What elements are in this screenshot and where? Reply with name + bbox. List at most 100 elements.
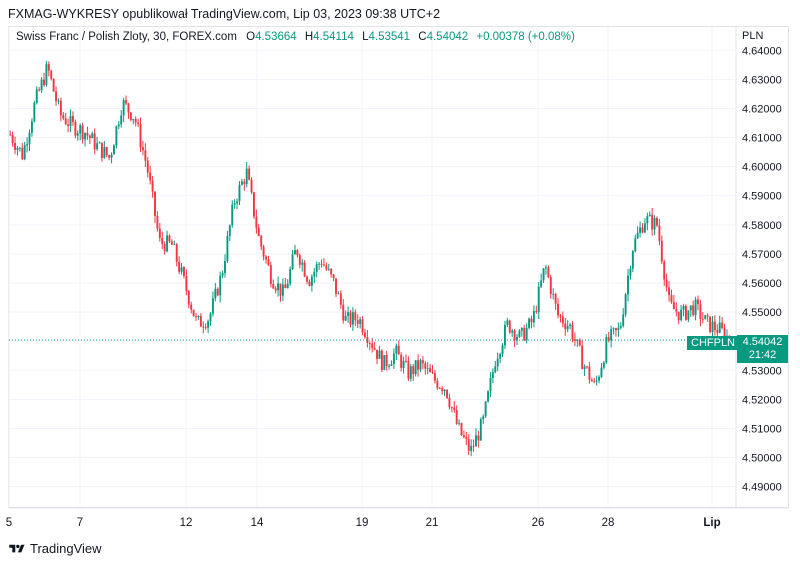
- candle-body: [226, 235, 229, 262]
- candle-body: [619, 325, 622, 328]
- candle-body: [477, 435, 480, 441]
- candle-body: [588, 366, 591, 380]
- candle-body: [255, 216, 258, 228]
- candle-body: [335, 278, 337, 294]
- candle-body: [528, 318, 531, 328]
- legend-open: 4.53664: [255, 31, 297, 43]
- candle-body: [503, 324, 506, 346]
- candle-body: [294, 250, 296, 255]
- legend-high: 4.54114: [313, 31, 354, 43]
- candle-body: [511, 330, 514, 333]
- candle-body: [419, 360, 422, 370]
- candle-body: [274, 288, 277, 291]
- candle-body: [303, 262, 306, 277]
- candle-body: [506, 320, 509, 325]
- candle-body: [643, 223, 646, 233]
- candle-body: [55, 91, 58, 102]
- candle-body: [520, 327, 523, 331]
- candle-body: [105, 147, 108, 156]
- candle-body: [47, 64, 50, 71]
- legend-o-label: O: [246, 31, 256, 43]
- candle-body: [390, 364, 393, 366]
- candle-body: [499, 354, 502, 359]
- candle-body: [665, 279, 668, 288]
- candle-body: [535, 311, 538, 312]
- x-tick-label: 7: [77, 517, 83, 529]
- candle-body: [354, 312, 357, 321]
- candle-body: [450, 407, 453, 408]
- last-price-value: 4.54042: [742, 336, 783, 348]
- candle-body: [168, 235, 171, 242]
- candle-body: [231, 204, 234, 226]
- candle-body: [694, 299, 697, 316]
- candle-body: [366, 337, 369, 344]
- candle-body: [573, 339, 576, 341]
- candle-body: [658, 225, 661, 241]
- candle-body: [163, 243, 166, 252]
- candle-body: [489, 378, 492, 392]
- candle-body: [706, 315, 709, 317]
- candle-body: [660, 240, 663, 262]
- candle-body: [286, 283, 289, 289]
- candle-body: [716, 330, 719, 333]
- tradingview-logo-icon: [9, 544, 25, 552]
- candle-body: [472, 445, 475, 447]
- y-tick-label: 4.55000: [742, 307, 782, 319]
- candle-body: [687, 310, 690, 320]
- candle-body: [576, 339, 579, 341]
- candle-body: [248, 168, 251, 180]
- candle-body: [364, 332, 366, 338]
- candle-body: [81, 125, 84, 140]
- candle-body: [221, 273, 224, 276]
- candle-body: [180, 267, 183, 272]
- candle-body: [462, 435, 465, 437]
- candle-body: [641, 227, 644, 233]
- candle-body: [426, 368, 429, 370]
- candle-body: [433, 373, 436, 381]
- candle-body: [166, 235, 169, 252]
- candle-body: [383, 354, 386, 370]
- candle-body: [443, 389, 446, 392]
- candle-body: [23, 145, 26, 160]
- candle-body: [260, 236, 263, 247]
- candle-body: [110, 154, 113, 158]
- candle-body: [629, 268, 632, 276]
- candle-body: [320, 263, 323, 265]
- candle-body: [129, 112, 132, 121]
- x-tick-label: 5: [6, 517, 12, 529]
- candle-body: [301, 262, 304, 265]
- candle-body: [233, 203, 236, 205]
- footer-brand[interactable]: TradingView: [8, 541, 102, 556]
- candle-body: [682, 305, 685, 310]
- candle-body: [57, 100, 60, 102]
- candle-body: [561, 316, 564, 324]
- candle-body: [86, 132, 89, 136]
- candle-body: [250, 179, 253, 193]
- candle-body: [296, 250, 299, 256]
- candle-body: [479, 419, 482, 441]
- candle-body: [380, 350, 383, 370]
- candle-body: [670, 295, 673, 303]
- x-tick-label: Lip: [703, 517, 720, 529]
- candle-body: [38, 89, 41, 91]
- candle-body: [207, 321, 210, 328]
- candle-body: [554, 293, 557, 304]
- candle-body: [583, 366, 586, 370]
- candle-body: [453, 407, 456, 410]
- candle-body: [378, 350, 381, 359]
- candle-body: [291, 254, 294, 270]
- symbol-tag: CHFPLN: [687, 336, 740, 350]
- candle-body: [351, 312, 354, 325]
- candle-body: [209, 313, 212, 322]
- candle-body: [199, 315, 202, 327]
- candle-body: [501, 345, 504, 355]
- candle-body: [141, 147, 144, 151]
- candle-body: [190, 304, 193, 310]
- candle-body: [718, 322, 721, 333]
- candle-body: [277, 283, 280, 291]
- candle-body: [484, 401, 487, 417]
- candle-body: [571, 324, 574, 340]
- candle-body: [460, 423, 463, 436]
- candle-body: [371, 343, 374, 348]
